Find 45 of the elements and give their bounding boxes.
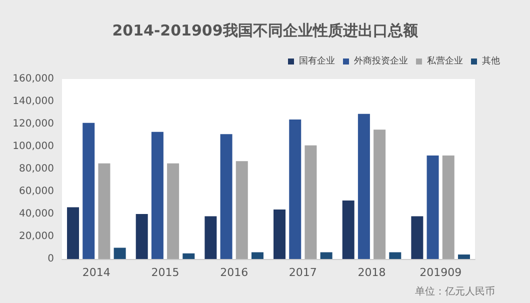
- text: 单位：亿元人民币: [415, 286, 495, 298]
- chart-title: 2014-201909我国不同企业性质进出口总额: [112, 22, 419, 40]
- bar: [389, 252, 402, 259]
- bar: [358, 114, 370, 259]
- bar: [342, 200, 354, 259]
- y-tick-label: 80,000: [19, 164, 54, 174]
- bar: [151, 132, 164, 259]
- bar: [220, 134, 232, 259]
- x-tick-label: 2018: [358, 266, 386, 279]
- x-tick-label: 2014: [82, 266, 110, 279]
- legend-label: 国有企业: [299, 56, 335, 66]
- bar: [204, 216, 217, 259]
- bar: [114, 248, 126, 259]
- legend-label: 外商投资企业: [354, 56, 408, 66]
- y-tick-label: 120,000: [12, 118, 54, 130]
- bar: [411, 216, 424, 259]
- bar: [426, 156, 439, 259]
- bar: [82, 122, 95, 259]
- y-tick-label: 160,000: [12, 74, 54, 84]
- bar: [167, 163, 180, 259]
- bar: [98, 163, 110, 259]
- y-tick-label: 60,000: [19, 186, 54, 197]
- bar: [67, 207, 80, 259]
- y-tick-label: 20,000: [19, 231, 54, 242]
- bar: [136, 214, 148, 259]
- x-tick-label: 201909: [420, 266, 462, 279]
- bar: [236, 161, 248, 259]
- bar: [274, 210, 286, 259]
- legend-label: 私营企业: [427, 56, 463, 66]
- bar: [182, 253, 195, 259]
- x-tick-label: 2015: [151, 266, 180, 279]
- y-tick-label: 40,000: [19, 208, 54, 220]
- bar: [304, 145, 317, 259]
- x-tick-label: 2017: [288, 266, 317, 279]
- bar: [458, 254, 470, 259]
- bar: [251, 252, 264, 259]
- bar: [442, 156, 454, 259]
- legend-label: 其他: [482, 56, 500, 66]
- bar: [289, 120, 302, 259]
- y-tick-label: 0: [48, 254, 54, 264]
- y-tick-label: 100,000: [12, 141, 54, 152]
- bar: [374, 130, 386, 259]
- bar: [320, 252, 332, 259]
- y-tick-label: 140,000: [12, 96, 54, 107]
- x-tick-label: 2016: [220, 266, 248, 279]
